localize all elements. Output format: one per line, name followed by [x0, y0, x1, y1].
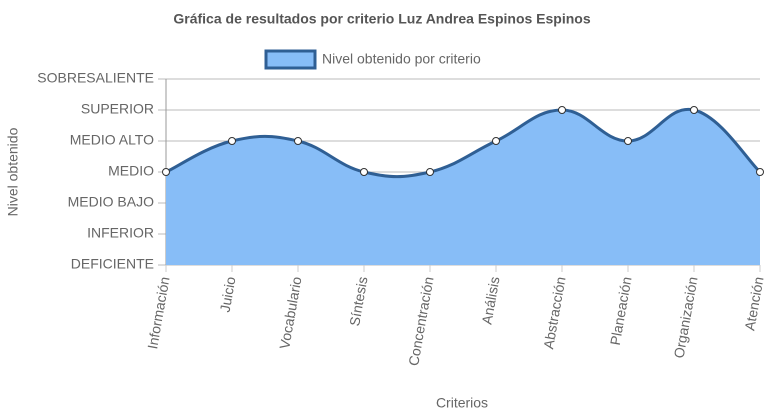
- legend-swatch: [264, 49, 317, 70]
- point: [360, 168, 368, 176]
- point: [162, 168, 170, 176]
- x-tick-label: Abstracción: [540, 275, 568, 350]
- line: [165, 107, 762, 179]
- point: [756, 168, 764, 176]
- x-tick-label: Vocabulario: [276, 275, 304, 350]
- area: [166, 109, 760, 265]
- point: [426, 168, 434, 176]
- legend-label: Nivel obtenido por criterio: [322, 51, 481, 67]
- x-tick-label: Planeación: [607, 275, 635, 346]
- point: [492, 137, 500, 145]
- y-tick-label: SOBRESALIENTE: [37, 70, 154, 86]
- point: [690, 106, 698, 114]
- y-tick-label: MEDIO ALTO: [70, 132, 154, 148]
- y-axis-title: Nivel obtenido: [5, 127, 21, 216]
- x-axis-title: Criterios: [436, 395, 488, 411]
- y-tick-label: DEFICIENTE: [71, 256, 154, 272]
- x-tick-label: Juicio: [217, 275, 239, 313]
- y-tick-label: MEDIO BAJO: [68, 194, 154, 210]
- y-tick-label: MEDIO: [108, 163, 154, 179]
- y-tick-label: INFERIOR: [87, 225, 154, 241]
- x-tick-label: Análisis: [478, 275, 502, 325]
- chart-title: Gráfica de resultados por criterio Luz A…: [173, 11, 590, 27]
- point: [294, 137, 302, 145]
- point: [228, 137, 236, 145]
- x-tick-label: Información: [144, 275, 172, 350]
- point: [558, 106, 566, 114]
- y-tick-label: SUPERIOR: [81, 101, 154, 117]
- x-tick-label: Concentración: [405, 275, 436, 367]
- x-tick-label: Síntesis: [346, 275, 370, 327]
- x-tick-label: Atención: [741, 275, 764, 331]
- x-tick-label: Organización: [671, 275, 701, 359]
- point: [624, 137, 632, 145]
